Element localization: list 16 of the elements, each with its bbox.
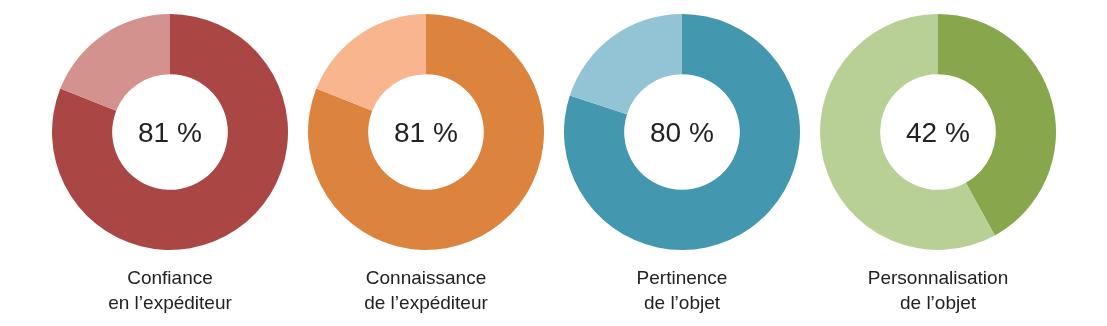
text: 81 %: [394, 117, 458, 148]
donut-slice: [60, 14, 170, 111]
donut-slice: [938, 14, 1056, 236]
donut-slice: [569, 14, 682, 115]
text: Pertinence de l’objet: [636, 266, 728, 313]
donut-slice: [316, 14, 426, 111]
text: Confiance en l’expéditeur: [108, 266, 233, 313]
text: 81 %: [138, 117, 202, 148]
text: Personnalisation de l’objet: [867, 266, 1009, 313]
donut-slice: [52, 14, 288, 250]
donut-slice: [308, 14, 544, 250]
text: Connaissance de l’expéditeur: [364, 266, 489, 313]
text: 42 %: [906, 117, 970, 148]
text: 80 %: [650, 117, 714, 148]
donut-slice: [820, 14, 995, 250]
donut-slice: [564, 14, 800, 250]
